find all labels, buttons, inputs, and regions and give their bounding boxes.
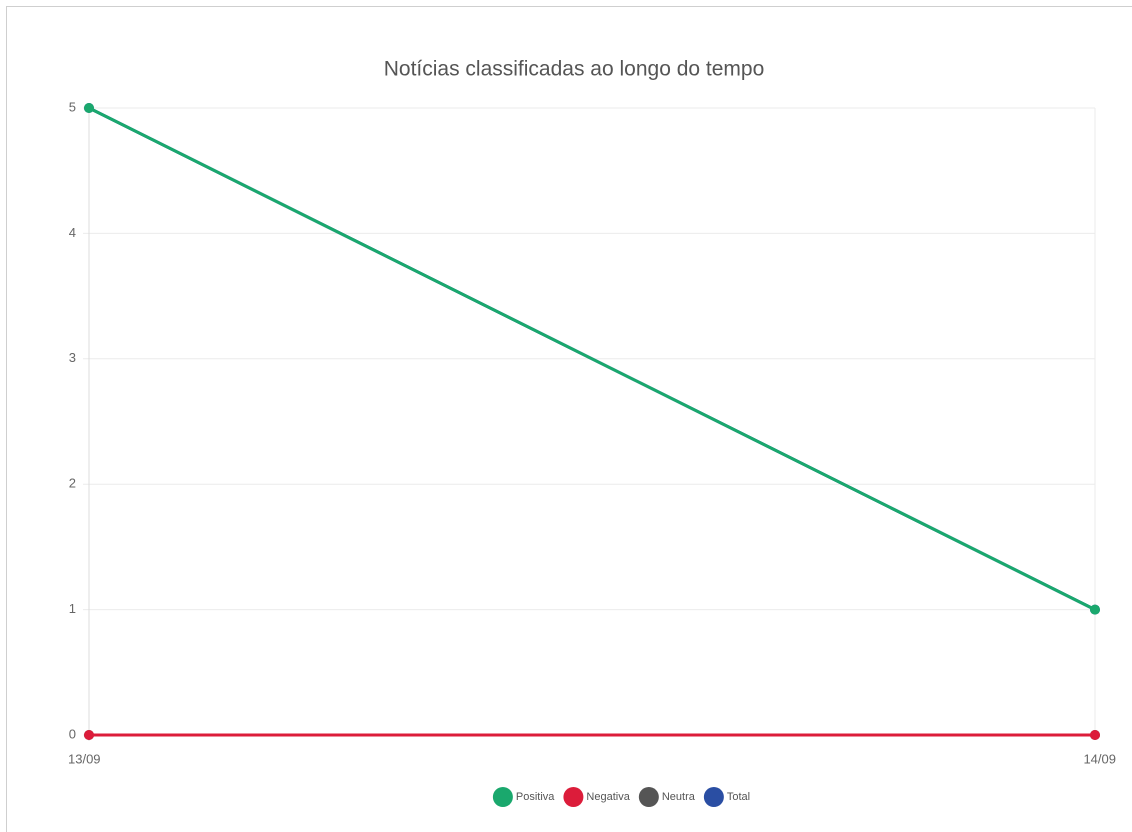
chart-title: Notícias classificadas ao longo do tempo xyxy=(384,58,765,81)
legend-marker[interactable] xyxy=(563,787,584,807)
y-tick-label: 5 xyxy=(69,99,76,114)
x-tick-label: 13/09 xyxy=(68,751,101,766)
frame xyxy=(6,6,1132,832)
legend-marker[interactable] xyxy=(492,787,513,807)
data-point xyxy=(84,730,94,740)
y-tick-label: 2 xyxy=(69,476,76,491)
legend-marker[interactable] xyxy=(703,787,724,807)
y-tick-label: 4 xyxy=(69,225,76,240)
legend-marker[interactable] xyxy=(638,787,659,807)
y-tick-label: 0 xyxy=(69,726,76,741)
legend-label[interactable]: Neutra xyxy=(662,791,696,803)
data-point xyxy=(1090,604,1100,615)
data-point xyxy=(84,103,94,113)
y-tick-label: 3 xyxy=(69,350,76,365)
legend-label[interactable]: Positiva xyxy=(516,791,555,803)
y-tick-label: 1 xyxy=(69,601,76,616)
legend-label[interactable]: Total xyxy=(727,791,750,803)
x-tick-label: 14/09 xyxy=(1083,751,1116,766)
data-point xyxy=(1090,730,1100,740)
legend-label[interactable]: Negativa xyxy=(586,791,630,803)
series-line xyxy=(88,106,1096,611)
